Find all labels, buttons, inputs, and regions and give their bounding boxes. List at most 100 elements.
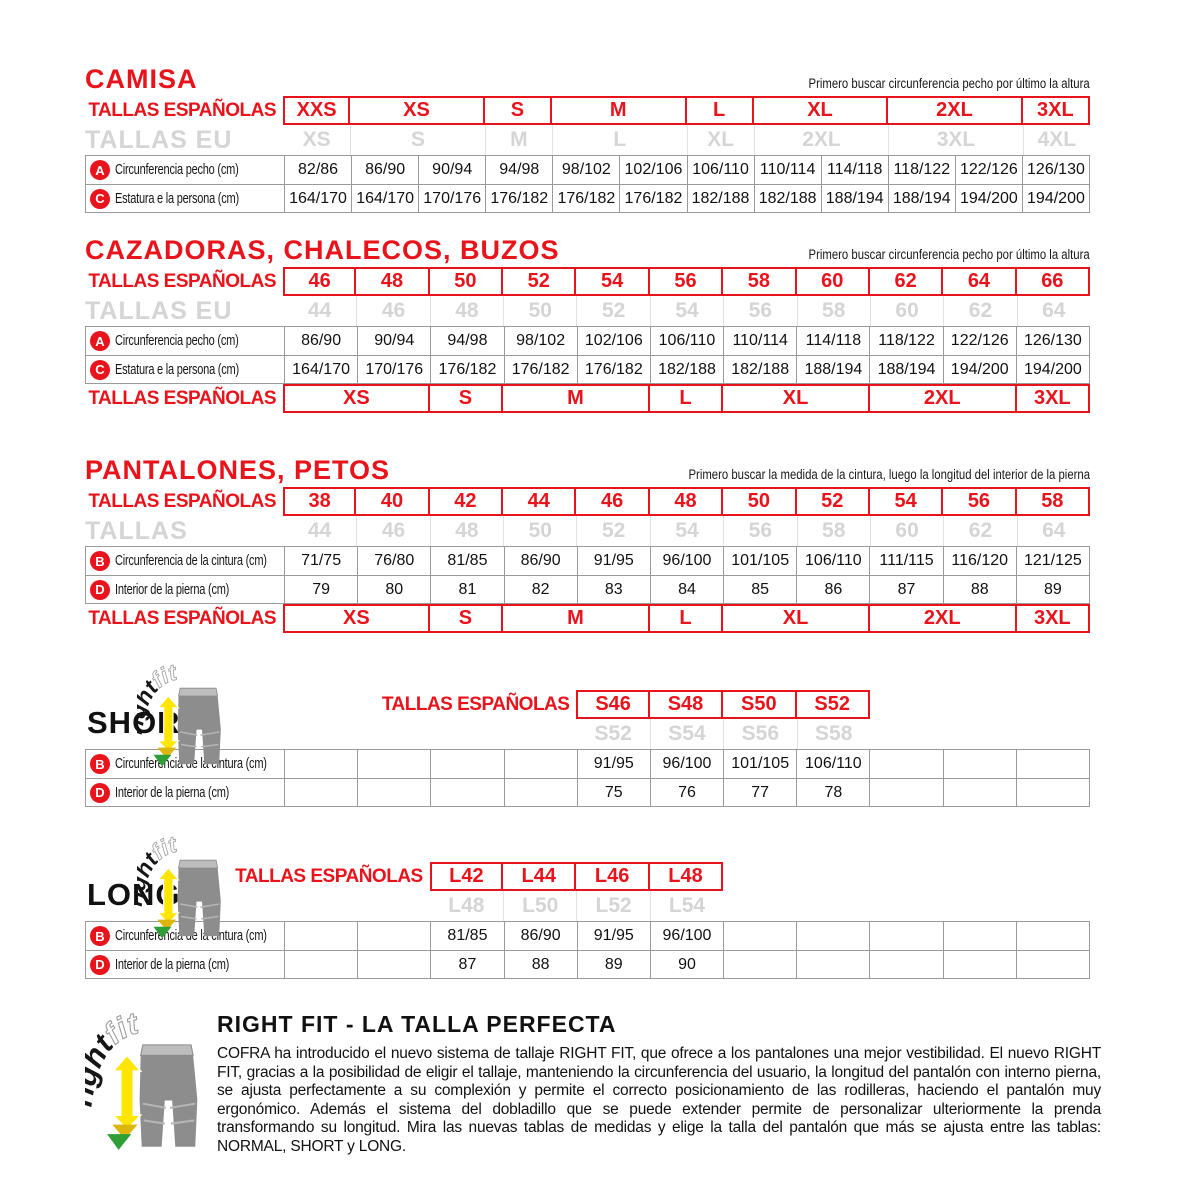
cazadoras-eu-size-48: 48 [429, 296, 503, 326]
cazadoras-value-cell: 194/200 [942, 355, 1016, 383]
long-value-cell [284, 922, 357, 950]
camisa-value-cell: 182/188 [686, 184, 754, 212]
pantalones-row-label-B: B Circunferencia de la cintura (cm) [86, 547, 284, 575]
long-value-cell [1015, 950, 1089, 978]
short-row-label-D: D Interior de la pierna (cm) [86, 778, 284, 806]
pantalones-size-header-38: 38 [283, 487, 357, 516]
pantalones-bottom-sizes-row: TALLAS ESPAÑOLAS XS S M L XL 2XL 3XL [85, 604, 1090, 633]
letter-badge-B: B [90, 926, 110, 946]
long-value-cell [723, 922, 796, 950]
cazadoras-title: CAZADORAS, CHALECOS, BUZOS [85, 235, 560, 265]
long-spanish-header-row: TALLAS ESPAÑOLAS L42 L44 L46 L48 [85, 862, 1090, 891]
cazadoras-size-header-46: 46 [283, 267, 357, 296]
svg-text:rightfit: rightfit [85, 1007, 143, 1109]
pantalones-value-cell: 88 [942, 575, 1016, 603]
short-value-cell: 91/95 [576, 750, 650, 778]
long-value-cell: 88 [503, 950, 577, 978]
pantalones-value-cell: 85 [723, 575, 797, 603]
camisa-value-cell: 118/122 [887, 156, 955, 184]
cazadoras-size-header-58: 58 [721, 267, 797, 296]
cazadoras-value-cell: 170/176 [357, 355, 431, 383]
pantalones-value-cell: 81/85 [430, 547, 503, 575]
cazadoras-measurements: A Circunferencia pecho (cm) 86/90 90/94 94/9… [85, 326, 1090, 384]
pants-icon [177, 868, 221, 937]
camisa-eu-size-L: L [552, 125, 687, 155]
camisa-value-cell: 122/126 [954, 156, 1022, 184]
rightfit-logo: rightfit [121, 830, 231, 945]
pantalones-header: PANTALONES, PETOS Primero buscar la medi… [85, 457, 1090, 484]
cazadoras-value-cell: 102/106 [576, 327, 650, 355]
long-row-label-D: D Interior de la pierna (cm) [86, 950, 284, 978]
cazadoras-bottom-tallas-espanolas-label: TALLAS ESPAÑOLAS [88, 388, 276, 409]
short-value-cell [503, 750, 577, 778]
pantalones-value-cell: 106/110 [796, 547, 869, 575]
cazadoras-value-cell: 110/114 [723, 327, 796, 355]
cazadoras-value-cell: 176/182 [576, 355, 650, 383]
rightfit-title: RIGHT FIT - LA TALLA PERFECTA [217, 1011, 617, 1037]
camisa-row-label-A: A Circunferencia pecho (cm) [86, 156, 284, 184]
cazadoras-eu-size-44: 44 [308, 299, 332, 322]
short-size-table: TALLAS ESPAÑOLAS S46 S48 S50 S52 S52 S54 S56 S58… [85, 690, 1200, 807]
cazadoras-bottom-size-L: L [647, 384, 724, 413]
short-value-cell [942, 750, 1016, 778]
camisa-value-cell: 98/102 [552, 156, 619, 184]
camisa-size-header-M: M [550, 96, 687, 125]
camisa-eu-size-2XL: 2XL [753, 125, 889, 155]
pantalones-eu-size-54: 54 [649, 516, 723, 546]
camisa-value-cell: 194/200 [1021, 184, 1089, 212]
pantalones-value-cell: 111/115 [869, 547, 942, 575]
long-value-cell [942, 950, 1016, 978]
pantalones-eu-size-50: 50 [503, 516, 576, 546]
pantalones-row-label-text-B: Circunferencia de la cintura (cm) [115, 553, 267, 569]
pantalones-size-header-46: 46 [574, 487, 650, 516]
green-arrowhead [153, 754, 172, 767]
dark-yellow-arrowhead [157, 747, 177, 759]
pants-icon [177, 696, 221, 765]
rightfit-logo-graphic: rightfit [121, 658, 221, 767]
long-value-cell [284, 950, 358, 978]
green-arrowhead [107, 1134, 132, 1150]
pantalones-value-cell: 101/105 [723, 547, 796, 575]
pantalones-size-header-50: 50 [721, 487, 797, 516]
short-size-header-S48: S48 [647, 690, 724, 719]
pantalones-eu-size-46: 46 [356, 516, 429, 546]
camisa-tallas-espanolas-label: TALLAS ESPAÑOLAS [88, 100, 276, 121]
cazadoras-value-cell: 188/194 [796, 355, 870, 383]
camisa-value-cell: 110/114 [753, 156, 821, 184]
short-value-cell: 78 [796, 778, 870, 806]
long-value-cell [869, 950, 943, 978]
long-value-cell: 89 [576, 950, 650, 978]
long-eu-size-L54: L54 [649, 891, 723, 921]
long-value-cell [1015, 922, 1089, 950]
short-value-cell: 77 [723, 778, 797, 806]
pantalones-size-header-58: 58 [1014, 487, 1090, 516]
pantalones-eu-size-56: 56 [723, 516, 796, 546]
pantalones-value-cell: 116/120 [942, 547, 1016, 575]
short-value-cell: 75 [576, 778, 650, 806]
letter-badge-D: D [90, 579, 110, 600]
short-value-cell [357, 750, 430, 778]
cazadoras-eu-size-56: 56 [723, 296, 796, 326]
short-row-label-text-D: Interior de la pierna (cm) [115, 784, 230, 801]
cazadoras-value-cell: 98/102 [503, 327, 577, 355]
long-value-cell: 86/90 [503, 922, 577, 950]
camisa-row-label-text-A: Circunferencia pecho (cm) [115, 162, 239, 178]
short-value-cell: 101/105 [723, 750, 796, 778]
long-eu-size-L52: L52 [576, 891, 649, 921]
short-value-cell [869, 778, 943, 806]
pantalones-eu-size-48: 48 [429, 516, 503, 546]
cazadoras-value-cell: 164/170 [284, 355, 358, 383]
short-value-cell [942, 778, 1016, 806]
short-size-header-S46: S46 [576, 690, 650, 719]
long-value-cell [723, 950, 797, 978]
cazadoras-value-cell: 122/126 [942, 327, 1016, 355]
short-spanish-header-row: TALLAS ESPAÑOLAS S46 S48 S50 S52 [85, 690, 1090, 719]
long-size-header-L42: L42 [429, 862, 504, 891]
dark-yellow-arrowhead [157, 919, 177, 931]
camisa-eu-size-S: S [350, 125, 485, 155]
cazadoras-value-cell: 194/200 [1015, 355, 1089, 383]
cazadoras-eu-size-58: 58 [796, 296, 870, 326]
cazadoras-bottom-size-M: M [501, 384, 650, 413]
